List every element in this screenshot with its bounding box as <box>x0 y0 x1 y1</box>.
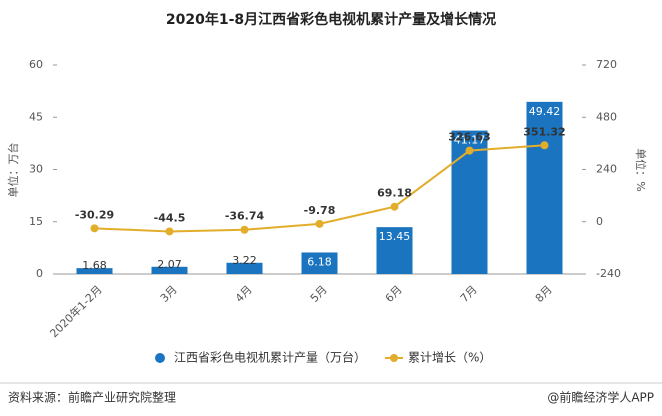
line-value-label: 351.32 <box>523 125 565 138</box>
bar <box>301 252 338 274</box>
bar <box>76 268 113 274</box>
line-value-label: 326.63 <box>448 131 490 144</box>
line-value-label: -36.74 <box>225 210 265 223</box>
source: 资料来源：前瞻产业研究院整理 <box>8 390 176 405</box>
bar <box>151 266 188 274</box>
line-value-label: -30.29 <box>75 208 114 221</box>
credit: @前瞻经济学人APP <box>547 390 654 405</box>
y-tick-label: 30 <box>29 163 43 176</box>
x-tick-label: 4月 <box>233 283 255 305</box>
line-point <box>90 224 99 233</box>
legend-label: 江西省彩色电视机累计产量（万台） <box>174 350 366 365</box>
chart-title: 2020年1-8月江西省彩色电视机累计产量及增长情况 <box>166 11 496 28</box>
legend-label: 累计增长（%） <box>408 351 491 365</box>
legend-marker <box>390 354 398 362</box>
bar-value-label: 2.07 <box>157 258 182 271</box>
bar-value-label: 49.42 <box>529 105 561 118</box>
x-tick-label: 6月 <box>383 283 405 305</box>
bar-value-label: 41.17 <box>454 134 486 147</box>
bar <box>376 227 413 274</box>
x-tick-label: 7月 <box>458 283 480 305</box>
bar <box>526 101 563 274</box>
y-tick-label: 60 <box>29 58 43 71</box>
y-axis-label: 单位：万台 <box>6 143 20 198</box>
line-value-label: -44.5 <box>154 211 186 224</box>
line-point <box>465 146 474 155</box>
bar-value-label: 13.45 <box>379 230 411 243</box>
x-tick-label: 3月 <box>158 283 180 305</box>
line-point <box>240 225 249 234</box>
bar-value-label: 3.22 <box>232 254 257 267</box>
x-tick-label: 5月 <box>308 283 330 305</box>
y-tick-label: 0 <box>36 267 43 280</box>
legend-marker <box>155 353 165 363</box>
bar-value-label: 6.18 <box>307 255 332 268</box>
y2-axis-label: 单位：% <box>634 148 648 191</box>
y2-tick-label: 240 <box>596 163 617 176</box>
x-tick-label: 2020年1-2月 <box>47 282 105 340</box>
y2-tick-label: 720 <box>596 58 617 71</box>
line-point <box>390 202 399 211</box>
y2-tick-label: 0 <box>596 215 603 228</box>
y2-tick-label: -240 <box>596 267 621 280</box>
line-value-label: -9.78 <box>304 204 336 217</box>
line-point <box>315 219 324 228</box>
y2-tick-label: 480 <box>596 110 617 123</box>
bar <box>226 262 263 274</box>
line-value-label: 69.18 <box>377 187 412 200</box>
bar-value-label: 1.68 <box>82 259 107 272</box>
y-tick-label: 45 <box>29 110 43 123</box>
x-tick-label: 8月 <box>533 283 555 305</box>
line-point <box>165 227 174 236</box>
line-point <box>540 141 549 150</box>
y-tick-label: 15 <box>29 215 43 228</box>
